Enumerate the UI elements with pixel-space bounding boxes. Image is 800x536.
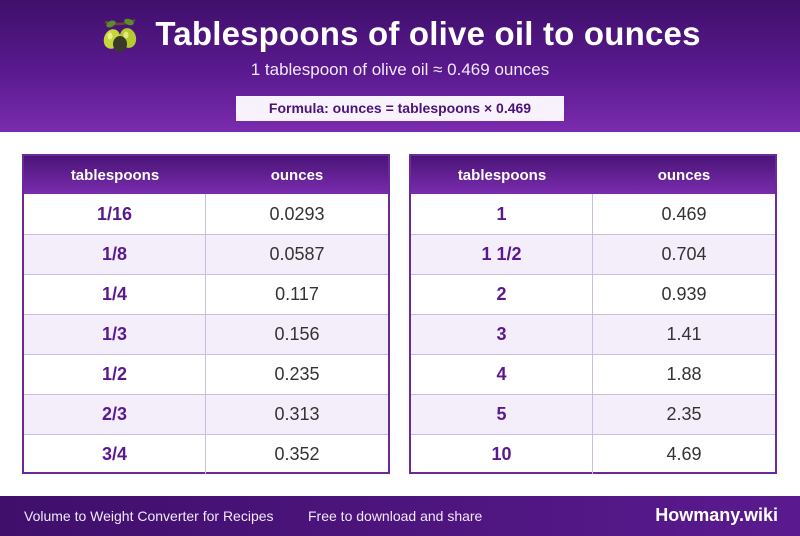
table-row: 4 1.88 [411,354,775,394]
cell-tablespoons: 1/3 [24,315,206,354]
column-header-ounces: ounces [270,166,324,184]
column-header-tablespoons: tablespoons [457,166,547,184]
cell-tablespoons: 1 [411,194,593,234]
page-subtitle: 1 tablespoon of olive oil ≈ 0.469 ounces [250,60,550,79]
cell-ounces: 2.35 [666,404,702,424]
table-row: 1/8 0.0587 [24,234,388,274]
cell-tablespoons: 1 1/2 [411,235,593,274]
cell-ounces: 0.939 [661,284,707,304]
conversion-table-right: tablespoons ounces 1 0.469 1 1/2 0.704 2… [409,154,777,474]
cell-ounces: 0.0587 [269,244,325,264]
cell-ounces: 0.0293 [269,203,325,224]
table-row: 3/4 0.352 [24,434,388,474]
table-row: 1/3 0.156 [24,314,388,354]
table-row: 1 0.469 [411,194,775,234]
cell-ounces: 1.88 [666,364,702,384]
cell-tablespoons: 3/4 [24,435,206,474]
cell-ounces: 0.313 [274,404,320,424]
cell-tablespoons: 1/4 [24,275,206,314]
header: Tablespoons of olive oil to ounces 1 tab… [0,0,800,132]
cell-tablespoons: 10 [411,435,593,474]
title-row: Tablespoons of olive oil to ounces [0,14,800,54]
cell-tablespoons: 2 [411,275,593,314]
cell-ounces: 0.469 [661,203,707,224]
table-row: 1 1/2 0.704 [411,234,775,274]
formula-box: Formula: ounces = tablespoons × 0.469 [236,96,564,121]
column-header-tablespoons: tablespoons [70,166,160,184]
cell-tablespoons: 1/2 [24,355,206,394]
page-title: Tablespoons of olive oil to ounces [155,15,701,52]
table-row: 10 4.69 [411,434,775,474]
conversion-table-left: tablespoons ounces 1/16 0.0293 1/8 0.058… [22,154,390,474]
olive-icon [104,18,137,52]
column-header-ounces: ounces [657,166,711,184]
table-row: 1/4 0.117 [24,274,388,314]
table-row: 1/2 0.235 [24,354,388,394]
cell-tablespoons: 3 [411,315,593,354]
cell-tablespoons: 4 [411,355,593,394]
brand-logo[interactable]: Howmany.wiki [655,505,778,525]
table-header: tablespoons ounces [411,156,775,194]
cell-ounces: 4.69 [666,444,702,464]
cell-tablespoons: 1/16 [24,194,206,234]
cell-ounces: 0.704 [661,244,707,264]
footer: Volume to Weight Converter for Recipes F… [0,496,800,536]
cell-ounces: 0.352 [274,444,320,464]
footer-share-text: Free to download and share [308,508,483,524]
cell-tablespoons: 1/8 [24,235,206,274]
table-row: 3 1.41 [411,314,775,354]
table-row: 2/3 0.313 [24,394,388,434]
cell-ounces: 0.235 [274,364,320,384]
cell-ounces: 1.41 [666,324,702,344]
footer-converter-link[interactable]: Volume to Weight Converter for Recipes [24,508,274,524]
cell-ounces: 0.117 [275,284,319,304]
cell-ounces: 0.156 [274,324,320,344]
table-row: 2 0.939 [411,274,775,314]
table-row: 5 2.35 [411,394,775,434]
table-header: tablespoons ounces [24,156,388,194]
cell-tablespoons: 2/3 [24,395,206,434]
table-row: 1/16 0.0293 [24,194,388,234]
cell-tablespoons: 5 [411,395,593,434]
